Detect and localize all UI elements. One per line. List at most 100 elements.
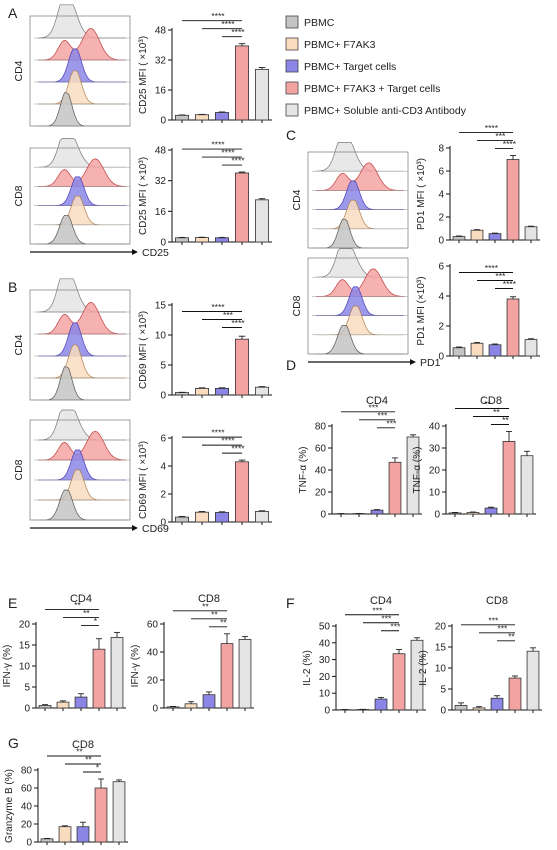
legend-swatch <box>285 103 299 117</box>
y-tick-label: 10 <box>19 662 31 673</box>
y-axis-label: TNF-α (%) <box>298 447 309 494</box>
y-tick-label: 16 <box>155 86 167 97</box>
y-axis-label: IFN-γ (%) <box>2 645 13 688</box>
bar <box>194 511 209 523</box>
histogram-curve <box>316 305 404 336</box>
significance-label: **** <box>485 123 499 133</box>
bar <box>466 512 480 515</box>
y-tick-label: 0 <box>438 236 444 247</box>
bar <box>520 455 534 515</box>
bar <box>234 172 249 243</box>
histogram-frame <box>29 15 131 127</box>
y-tick-label: 15 <box>155 301 167 312</box>
significance-label: *** <box>495 271 506 281</box>
bar <box>202 694 216 709</box>
histogram-arrowhead <box>132 525 138 531</box>
histogram-panel: CD8 CD69 <box>13 409 169 535</box>
y-tick-label: 0 <box>160 238 166 249</box>
y-tick-label: 80 <box>315 422 327 433</box>
y-tick-label: 10 <box>319 689 331 700</box>
significance-label: *** <box>488 615 499 625</box>
bar <box>488 233 502 241</box>
bar <box>254 199 269 243</box>
y-tick-label: 6 <box>438 167 444 178</box>
bar <box>194 387 209 396</box>
histogram-frame <box>307 257 409 355</box>
significance-label: **** <box>211 428 225 438</box>
panel-letter-f: F <box>286 595 295 611</box>
bar <box>490 697 504 711</box>
bar <box>174 392 189 396</box>
significance-label: ** <box>202 601 209 611</box>
legend-label: PBMC+ Soluble anti-CD3 Antibody <box>304 105 467 117</box>
y-tick-label: 48 <box>155 146 167 157</box>
significance-label: ** <box>508 631 515 641</box>
y-tick-label: 32 <box>155 56 167 67</box>
y-tick-label: 0 <box>160 391 166 402</box>
y-tick-label: 10 <box>435 664 447 675</box>
legend-swatch <box>285 59 299 73</box>
bar <box>174 516 189 523</box>
y-axis-label: TNF-α (%) <box>412 447 423 494</box>
y-tick-label: 6 <box>160 434 166 445</box>
y-tick-label: 0 <box>320 510 326 521</box>
histogram-row-label: CD4 <box>291 189 303 210</box>
chart-title: CD4 <box>370 595 392 607</box>
bar <box>194 114 209 121</box>
bar <box>184 703 198 709</box>
y-tick-label: 0 <box>24 704 30 715</box>
panel-letter-e: E <box>8 595 17 611</box>
histogram-curve <box>316 162 404 191</box>
y-tick-label: 0 <box>26 838 32 849</box>
histogram-arrowhead <box>132 249 138 255</box>
significance-label: *** <box>223 310 234 320</box>
significance-label: **** <box>211 11 225 21</box>
y-tick-label: 5 <box>440 685 446 696</box>
y-axis-label: CD25 MFI ( ×10³) <box>138 36 149 114</box>
y-axis-label: CD69 MFI ( ×10³) <box>138 441 149 519</box>
histogram-curve <box>38 430 127 461</box>
chart-title: CD8 <box>486 595 508 607</box>
legend-label: PBMC+ F7AK3 + Target cells <box>304 83 440 95</box>
bar <box>470 342 484 357</box>
y-axis-label: PD1 MFI (×10³) <box>416 276 427 345</box>
significance-label: **** <box>503 139 517 149</box>
histogram-curve <box>38 158 127 187</box>
bar <box>448 512 462 515</box>
histogram-curve <box>38 195 126 226</box>
bar <box>374 698 388 711</box>
bar <box>56 701 70 709</box>
bar <box>214 237 229 243</box>
significance-label: *** <box>495 131 506 141</box>
bar <box>254 386 269 396</box>
histogram-marker-label: CD25 <box>142 247 169 259</box>
significance-label: ** <box>211 609 218 619</box>
histogram-panel: CD4 <box>291 142 409 249</box>
y-tick-label: 40 <box>319 638 331 649</box>
legend-label: PBMC <box>304 17 335 29</box>
bar <box>454 704 468 711</box>
significance-label: **** <box>231 156 245 166</box>
y-tick-label: 60 <box>21 784 33 795</box>
y-tick-label: 0 <box>160 518 166 529</box>
legend: PBMC PBMC+ F7AK3 PBMC+ Target cells PBMC+ F… <box>285 15 467 117</box>
histogram-row-label: CD8 <box>13 459 25 480</box>
bar <box>214 512 229 523</box>
panel-letters: A B C D E F G <box>8 5 296 751</box>
bar <box>40 838 54 843</box>
histogram-frame <box>29 147 131 245</box>
histogram-curve <box>38 301 126 335</box>
y-tick-label: 0 <box>152 704 158 715</box>
legend-swatch <box>285 37 299 51</box>
y-tick-label: 2 <box>160 490 166 501</box>
bar <box>524 226 538 241</box>
significance-label: **** <box>231 318 245 328</box>
histogram-marker-label: PD1 <box>420 357 441 369</box>
significance-label: ** <box>484 399 491 409</box>
